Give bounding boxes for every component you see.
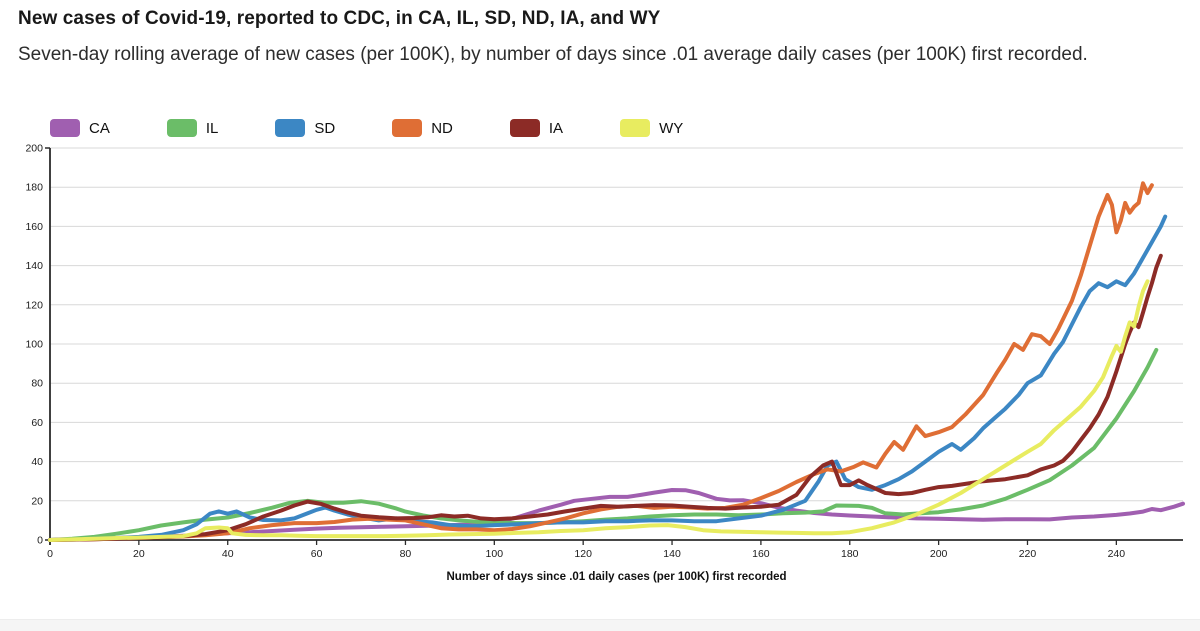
x-tick-label-120: 120 [574,548,592,560]
x-tick-label-60: 60 [311,548,323,560]
x-tick-label-240: 240 [1108,548,1126,560]
x-tick-label-160: 160 [752,548,770,560]
series-line-ND[interactable] [48,181,1154,542]
y-tick-label-0: 0 [37,535,43,547]
y-tick-label-100: 100 [25,339,43,351]
legend-label: WY [659,119,684,137]
legend-swatch-icon [50,119,80,137]
legend-swatch-icon [509,119,540,137]
x-tick-label-80: 80 [400,548,412,560]
legend-swatch-icon [166,119,197,137]
bottom-scroll-strip[interactable] [0,619,1200,631]
y-tick-label-180: 180 [25,182,43,194]
legend-label: ND [431,119,453,137]
x-tick-label-140: 140 [663,548,681,560]
legend-item-SD[interactable]: SD [275,119,335,137]
series-line-IA[interactable] [48,253,1163,542]
x-tick-label-0: 0 [47,548,53,560]
chart-subtitle: Seven-day rolling average of new cases (… [18,44,1088,65]
legend-swatch-icon [392,119,423,137]
x-tick-label-100: 100 [486,548,504,560]
y-tick-label-60: 60 [31,417,43,429]
x-axis-title: Number of days since .01 daily cases (pe… [446,571,786,583]
x-tick-label-20: 20 [133,548,145,560]
y-tick-label-40: 40 [31,456,43,468]
chart-canvas: 0 20 40 60 80 100 120 140 160 180 200 0 20 40 60 80 100 1… [25,143,1185,583]
x-tick-label-40: 40 [222,548,234,560]
x-tick-label-220: 220 [1019,548,1037,560]
legend-swatch-icon [275,119,306,137]
legend-item-ND[interactable]: ND [392,119,453,137]
legend-swatch-icon [620,119,651,137]
y-tick-label-80: 80 [31,378,43,390]
legend-label: SD [314,119,336,137]
y-tick-label-200: 200 [25,143,43,155]
legend-item-IA[interactable]: IA [509,119,564,137]
legend-label: CA [89,119,110,137]
page-title: New cases of Covid-19, reported to CDC, … [18,8,661,29]
series-line-CA[interactable] [48,488,1185,542]
series-line-WY[interactable] [48,279,1150,542]
legend-label: IA [548,119,564,137]
y-tick-label-20: 20 [31,495,43,507]
legend-item-CA[interactable]: CA [50,119,110,137]
legend-item-WY[interactable]: WY [620,119,683,137]
x-tick-label-180: 180 [841,548,859,560]
y-tick-label-160: 160 [25,221,43,233]
y-tick-label-120: 120 [25,299,43,311]
legend-item-IL[interactable]: IL [166,119,219,137]
y-tick-label-140: 140 [25,260,43,272]
chart-legend: CA IL SD ND IA WY [50,119,740,137]
legend-label: IL [205,119,219,137]
x-tick-label-200: 200 [930,548,948,560]
